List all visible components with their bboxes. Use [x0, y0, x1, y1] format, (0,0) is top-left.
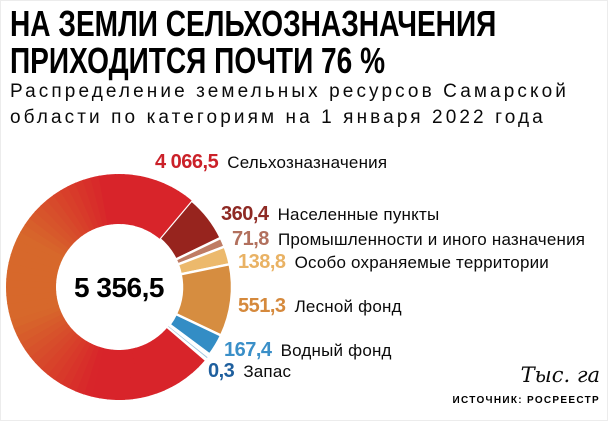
donut-segment — [152, 337, 187, 384]
donut-segment — [16, 230, 65, 261]
donut-segment — [60, 340, 91, 389]
page-title: НА ЗЕМЛИ СЕЛЬХОЗНАЗНАЧЕНИЯ ПРИХОДИТСЯ ПО… — [10, 5, 608, 79]
donut-segment — [98, 348, 114, 400]
donut-segment — [168, 326, 208, 358]
donut-segment — [5, 278, 57, 288]
title-line-1: НА ЗЕМЛИ СЕЛЬХОЗНАЗНАЧЕНИЯ — [10, 3, 497, 44]
donut-segment — [40, 332, 80, 375]
donut-segment — [67, 343, 96, 392]
legend-item: 71,8 Промышленности и иного назначения — [232, 228, 585, 251]
donut-segment — [52, 189, 87, 236]
donut-segment — [139, 180, 165, 230]
legend-value: 71,8 — [232, 228, 269, 250]
donut-segment — [7, 261, 58, 279]
donut-center-total: 5 356,5 — [74, 272, 164, 303]
donut-segment — [10, 304, 61, 329]
donut-segment — [90, 175, 109, 227]
donut-segment — [16, 313, 65, 344]
donut-segment — [34, 329, 76, 370]
legend-label: Промышленности и иного назначения — [277, 230, 586, 249]
legend-item: 551,3 Лесной фонд — [238, 295, 402, 318]
donut-segment — [159, 331, 200, 374]
legend-label: Населенные пункты — [277, 205, 440, 224]
donut-segment — [40, 199, 80, 242]
donut-segment — [90, 347, 109, 399]
donut-segment — [13, 309, 63, 336]
legend-label: Водный фонд — [280, 341, 392, 360]
subtitle-line-2: области по категориям на 1 января 2022 г… — [10, 107, 546, 128]
legend-item: 360,4 Населенные пункты — [221, 203, 439, 226]
donut-segment — [106, 174, 118, 225]
donut-segment — [59, 185, 91, 234]
legend-value: 360,4 — [221, 203, 269, 225]
donut-segment — [24, 321, 70, 358]
donut-segment — [53, 338, 87, 385]
legend-item: 0,3 Запас — [208, 360, 291, 383]
legend-value: 4 066,5 — [155, 151, 219, 173]
donut-segment — [163, 328, 205, 368]
donut-segment — [135, 346, 158, 397]
donut-segment — [143, 342, 173, 391]
donut-segment — [135, 177, 158, 228]
donut-segment — [130, 347, 150, 399]
donut-segment — [10, 245, 61, 270]
subtitle-line-1: Распределение земельных ресурсов Самарск… — [10, 81, 569, 102]
donut-segment — [74, 345, 100, 395]
donut-segment — [121, 349, 134, 400]
donut-segment — [152, 190, 187, 237]
donut-segment — [20, 317, 67, 351]
donut-segment — [8, 253, 59, 274]
donut-segment — [67, 182, 95, 232]
donut-segment — [156, 334, 193, 379]
donut-segment — [46, 194, 83, 239]
donut-segment — [126, 348, 142, 400]
donut-segment — [143, 183, 173, 232]
chart-subtitle: Распределение земельных ресурсов Самарск… — [10, 79, 608, 131]
legend-value: 0,3 — [208, 360, 235, 382]
units-note: Тыс. га — [520, 363, 600, 387]
donut-segment — [29, 210, 73, 249]
donut-segment — [125, 174, 142, 226]
donut-segment — [98, 174, 113, 226]
donut-segment — [106, 349, 118, 400]
donut-segment — [155, 195, 192, 239]
donut-segment — [74, 179, 100, 230]
legend-value: 138,8 — [238, 251, 286, 273]
donut-segment — [82, 177, 104, 228]
donut-segment — [34, 204, 76, 246]
donut-segment — [8, 300, 59, 321]
donut-segment — [82, 346, 104, 397]
legend-value: 167,4 — [224, 339, 272, 361]
donut-segment — [29, 325, 73, 364]
donut-segment — [139, 344, 166, 394]
donut-segment — [121, 174, 133, 225]
donut-segment — [7, 295, 58, 313]
legend-item: 138,8 Особо охраняемые территории — [238, 251, 549, 274]
legend-item: 4 066,5 Сельхозназначения — [155, 151, 387, 174]
donut-segment — [6, 269, 57, 283]
donut-segment — [130, 175, 150, 227]
legend-label: Сельхозназначения — [227, 153, 388, 172]
source-note: ИСТОЧНИК: РОСРЕЕСТР — [452, 395, 600, 406]
donut-segment — [5, 286, 57, 297]
legend-value: 551,3 — [238, 295, 286, 317]
donut-segment — [24, 217, 70, 253]
donut-segment — [20, 223, 67, 257]
legend-label: Запас — [243, 362, 292, 381]
donut-segment — [115, 349, 125, 400]
legend-label: Лесной фонд — [294, 297, 402, 316]
donut-segment — [148, 340, 180, 388]
donut-segment — [147, 186, 180, 234]
donut-segment — [167, 312, 223, 357]
legend-label: Особо охраняемые территории — [294, 253, 550, 272]
title-line-2: ПРИХОДИТСЯ ПОЧТИ 76 % — [10, 40, 386, 81]
donut-segment — [46, 335, 83, 380]
legend-item: 167,4 Водный фонд — [224, 339, 392, 362]
donut-segment — [13, 238, 63, 265]
